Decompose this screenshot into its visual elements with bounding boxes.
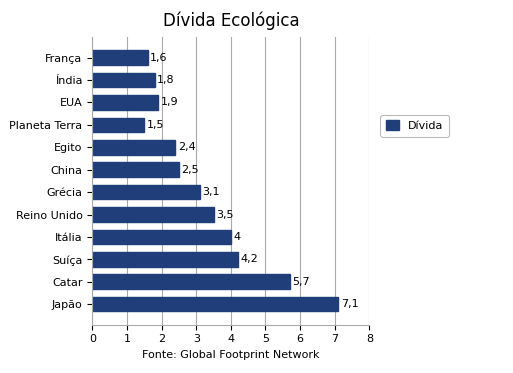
Bar	[92, 207, 213, 222]
Bar	[92, 117, 144, 132]
Text: 3,5: 3,5	[216, 210, 233, 220]
Legend: Dívida: Dívida	[381, 115, 449, 137]
Bar	[92, 230, 231, 244]
Bar	[92, 140, 175, 154]
Bar	[92, 162, 179, 177]
Text: 4: 4	[233, 232, 241, 242]
Bar	[92, 297, 338, 311]
Text: 2,5: 2,5	[181, 165, 199, 175]
Text: 2,4: 2,4	[178, 142, 195, 152]
Text: 3,1: 3,1	[202, 187, 220, 197]
Text: 1,9: 1,9	[161, 97, 178, 107]
Text: 1,5: 1,5	[147, 120, 164, 130]
Bar	[92, 73, 155, 87]
Text: 5,7: 5,7	[292, 277, 310, 287]
Bar	[92, 275, 290, 289]
Text: 1,6: 1,6	[150, 53, 168, 63]
Bar	[92, 50, 148, 65]
Title: Dívida Ecológica: Dívida Ecológica	[163, 12, 299, 30]
Bar	[92, 185, 200, 200]
Text: 1,8: 1,8	[157, 75, 175, 85]
Bar	[92, 95, 158, 110]
Text: 7,1: 7,1	[341, 299, 358, 309]
Text: 4,2: 4,2	[240, 254, 258, 264]
X-axis label: Fonte: Global Footprint Network: Fonte: Global Footprint Network	[142, 350, 320, 360]
Bar	[92, 252, 238, 267]
